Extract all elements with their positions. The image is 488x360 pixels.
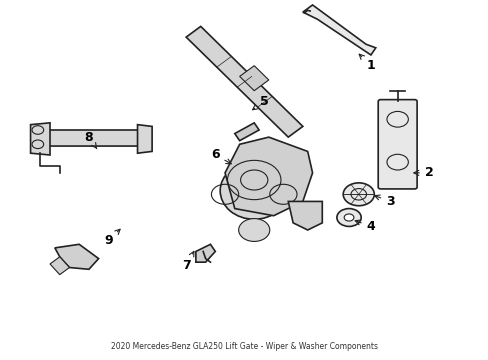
Ellipse shape: [220, 162, 287, 219]
Text: 2: 2: [413, 166, 433, 179]
Circle shape: [32, 126, 43, 134]
FancyBboxPatch shape: [47, 130, 140, 146]
Circle shape: [238, 219, 269, 242]
Text: 3: 3: [374, 195, 394, 208]
Circle shape: [32, 140, 43, 149]
Circle shape: [343, 183, 373, 206]
Polygon shape: [30, 123, 50, 155]
Polygon shape: [55, 244, 99, 269]
Text: 2020 Mercedes-Benz GLA250 Lift Gate - Wiper & Washer Components: 2020 Mercedes-Benz GLA250 Lift Gate - Wi…: [111, 342, 377, 351]
Polygon shape: [302, 5, 375, 55]
Ellipse shape: [234, 175, 273, 207]
Polygon shape: [50, 257, 69, 275]
Circle shape: [344, 214, 353, 221]
Text: 4: 4: [354, 220, 374, 233]
Text: 6: 6: [211, 148, 231, 164]
Polygon shape: [186, 26, 302, 137]
Text: 5: 5: [252, 95, 268, 110]
Polygon shape: [137, 125, 152, 153]
Text: 8: 8: [84, 131, 97, 149]
FancyBboxPatch shape: [377, 100, 416, 189]
Text: 7: 7: [182, 251, 194, 272]
Polygon shape: [196, 244, 215, 262]
Text: 1: 1: [359, 54, 374, 72]
Polygon shape: [234, 123, 259, 141]
Polygon shape: [287, 202, 322, 230]
Polygon shape: [224, 137, 312, 216]
Circle shape: [336, 208, 361, 226]
Polygon shape: [239, 66, 268, 91]
Text: 9: 9: [104, 229, 120, 247]
